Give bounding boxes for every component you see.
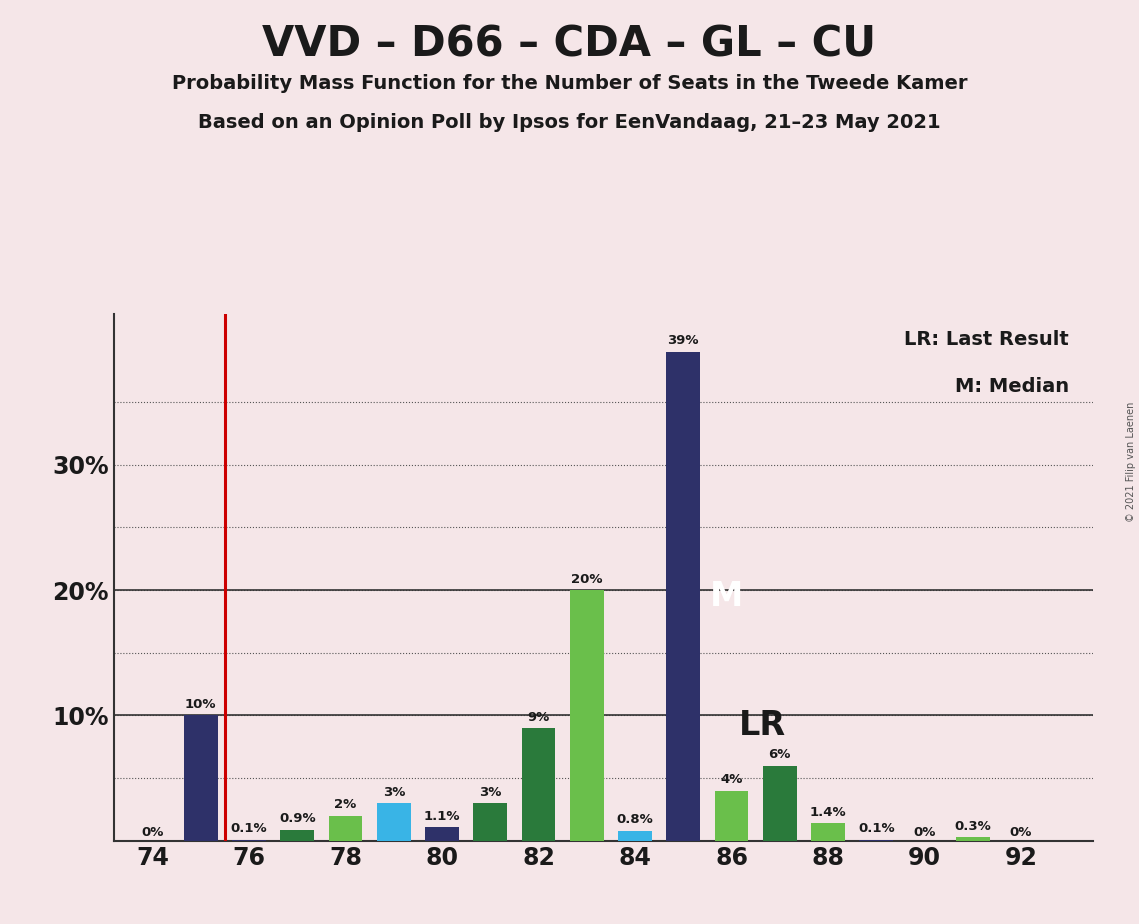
Text: 0.1%: 0.1% [858,822,894,835]
Bar [570,590,604,841]
Text: 6%: 6% [769,748,790,761]
Bar [377,803,411,841]
Text: 9%: 9% [527,711,550,723]
Bar [425,827,459,841]
Text: 2%: 2% [335,798,357,811]
Text: 1.4%: 1.4% [810,806,846,819]
Bar [714,791,748,841]
Text: 0.8%: 0.8% [616,813,654,826]
Text: M: M [710,580,743,613]
Text: 0%: 0% [141,826,164,839]
Text: 0%: 0% [913,826,936,839]
Bar [618,831,652,841]
Text: Probability Mass Function for the Number of Seats in the Tweede Kamer: Probability Mass Function for the Number… [172,74,967,93]
Text: LR: Last Result: LR: Last Result [904,330,1070,349]
Bar [763,766,796,841]
Text: LR: LR [739,709,786,742]
Text: © 2021 Filip van Laenen: © 2021 Filip van Laenen [1126,402,1136,522]
Text: 20%: 20% [571,573,603,586]
Bar [280,830,314,841]
Bar [522,728,556,841]
Text: 0%: 0% [1010,826,1032,839]
Bar [811,823,845,841]
Bar [666,352,700,841]
Text: 0.1%: 0.1% [231,822,268,835]
Bar [956,837,990,841]
Text: 3%: 3% [383,785,405,799]
Text: 4%: 4% [720,773,743,786]
Text: 10%: 10% [185,698,216,711]
Text: VVD – D66 – CDA – GL – CU: VVD – D66 – CDA – GL – CU [262,23,877,65]
Bar [232,840,265,841]
Text: 0.3%: 0.3% [954,820,991,833]
Bar [329,816,362,841]
Text: M: Median: M: Median [954,377,1070,396]
Text: Based on an Opinion Poll by Ipsos for EenVandaag, 21–23 May 2021: Based on an Opinion Poll by Ipsos for Ee… [198,113,941,132]
Bar [860,840,893,841]
Text: 1.1%: 1.1% [424,809,460,822]
Text: 3%: 3% [480,785,501,799]
Bar [474,803,507,841]
Text: 0.9%: 0.9% [279,812,316,825]
Bar [183,715,218,841]
Text: 39%: 39% [667,334,699,347]
